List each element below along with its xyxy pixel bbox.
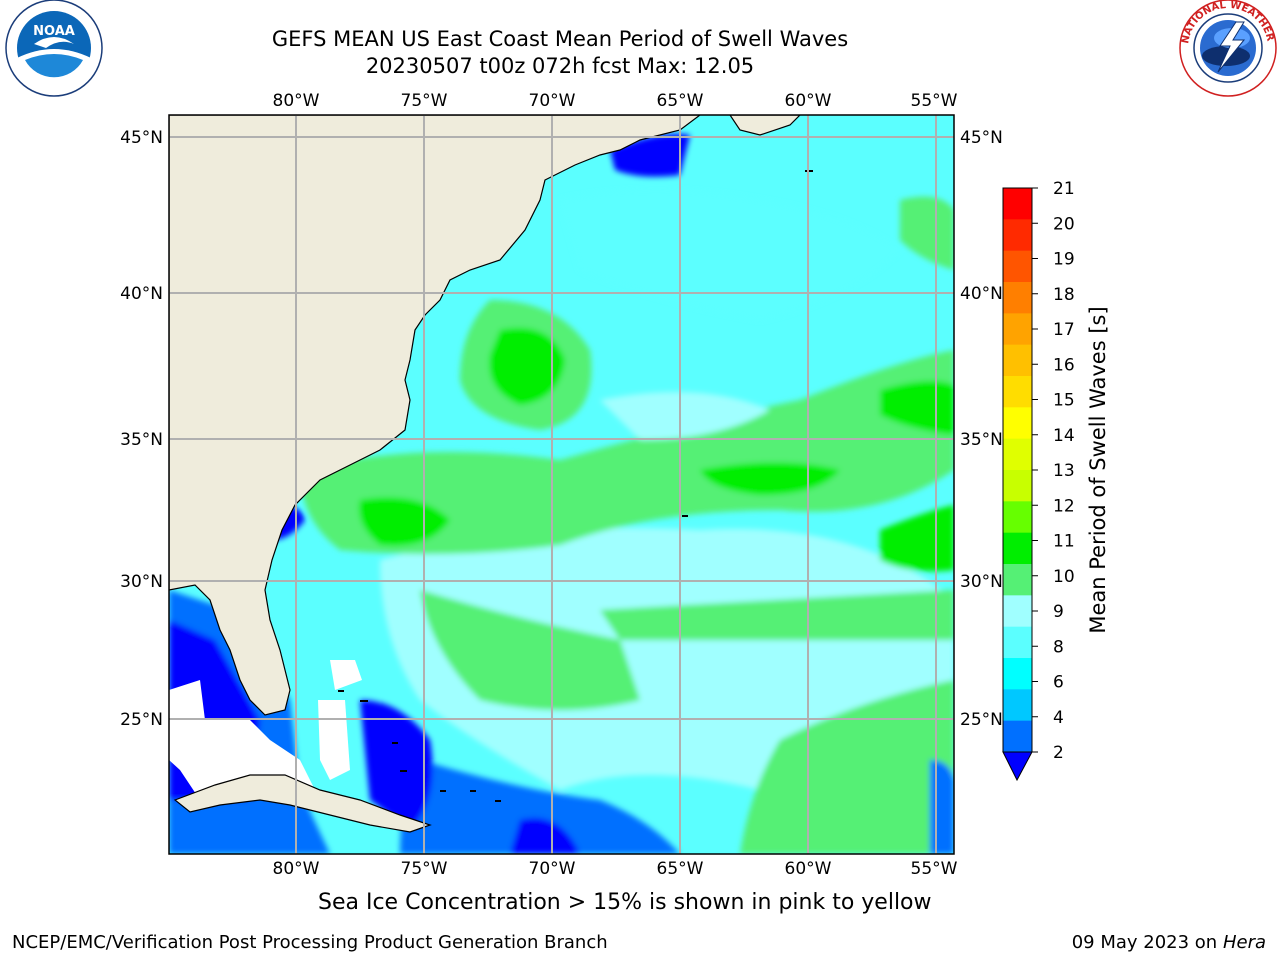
- colorbar-segment: [1003, 313, 1032, 346]
- lat-label: 40°N: [960, 284, 1003, 304]
- lon-label: 80°W: [273, 859, 320, 879]
- colorbar-segment: [1003, 658, 1032, 690]
- colorbar-title: Mean Period of Swell Waves [s]: [1086, 306, 1110, 633]
- colorbar-segment: [1003, 689, 1032, 722]
- lat-labels-right: 45°N 40°N 35°N 30°N 25°N: [960, 128, 1003, 730]
- colorbar-tick-label: 16: [1053, 355, 1075, 375]
- lat-label: 30°N: [960, 572, 1003, 592]
- sea-ice-note: Sea Ice Concentration > 15% is shown in …: [318, 890, 932, 915]
- nws-logo: NATIONAL WEATHER SERVICE: [0, 0, 1277, 97]
- lat-labels-left: 45°N 40°N 35°N 30°N 25°N: [120, 128, 163, 730]
- lat-label: 25°N: [120, 710, 163, 730]
- map-gridlines: [169, 115, 954, 854]
- colorbar-tick-label: 11: [1053, 532, 1075, 552]
- colorbar-tick-label: 13: [1053, 461, 1075, 481]
- lat-label: 30°N: [120, 572, 163, 592]
- colorbar-segment: [1003, 282, 1032, 314]
- colorbar-segment: [1003, 532, 1032, 565]
- colorbar-tick-label: 18: [1053, 285, 1075, 305]
- colorbar-segment: [1003, 376, 1032, 408]
- lat-label: 35°N: [120, 430, 163, 450]
- date-line: 09 May 2023 on Hera: [1072, 932, 1266, 953]
- lon-label: 70°W: [529, 91, 576, 111]
- colorbar-tick-label: 20: [1053, 214, 1075, 234]
- colorbar-segment: [1003, 407, 1032, 440]
- credit-line: NCEP/EMC/Verification Post Processing Pr…: [12, 932, 608, 953]
- host-name: Hera: [1222, 932, 1266, 953]
- lon-label: 55°W: [911, 859, 958, 879]
- colorbar-tick-label: 6: [1053, 673, 1064, 693]
- colorbar-tick-label: 15: [1053, 391, 1075, 411]
- lat-label: 40°N: [120, 284, 163, 304]
- svg-text:NATIONAL WEATHER SERVICE: NATIONAL WEATHER SERVICE: [0, 0, 1276, 45]
- colorbar-tick-label: 21: [1053, 179, 1075, 199]
- colorbar-segment: [1003, 564, 1032, 596]
- map-frame: [168, 114, 955, 855]
- colorbar-segment: [1003, 438, 1032, 471]
- lon-label: 80°W: [273, 91, 320, 111]
- colorbar-under-triangle: [1002, 751, 1033, 782]
- colorbar-segment: [1003, 219, 1032, 252]
- lon-label: 65°W: [657, 859, 704, 879]
- colorbar-segment: [1003, 626, 1032, 659]
- colorbar: 21 20 19 18 17 16 15 14 13 12 11 10 9 8 6 4 2 Mean Perio…: [1002, 179, 1110, 782]
- lat-label: 35°N: [960, 430, 1003, 450]
- lat-label: 25°N: [960, 710, 1003, 730]
- colorbar-tick-label: 12: [1053, 496, 1075, 516]
- lon-label: 65°W: [657, 91, 704, 111]
- chart-title: GEFS MEAN US East Coast Mean Period of S…: [271, 27, 849, 51]
- lon-label: 75°W: [401, 859, 448, 879]
- colorbar-segment: [1003, 344, 1032, 377]
- colorbar-tick-label: 19: [1053, 250, 1075, 270]
- lon-label: 70°W: [529, 859, 576, 879]
- noaa-logo: NOAA: [5, 0, 103, 97]
- colorbar-tick-label: 10: [1053, 567, 1075, 587]
- swell-period-field: [169, 115, 954, 854]
- lon-label: 60°W: [785, 859, 832, 879]
- colorbar-segment: [1003, 501, 1032, 534]
- lon-label: 75°W: [401, 91, 448, 111]
- lon-label: 60°W: [785, 91, 832, 111]
- colorbar-tick-label: 9: [1053, 602, 1064, 622]
- colorbar-segment: [1003, 188, 1032, 220]
- colorbar-segment: [1003, 470, 1032, 502]
- colorbar-segment: [1003, 595, 1032, 628]
- noaa-logo-text: NOAA: [33, 24, 75, 39]
- colorbar-tick-label: 2: [1053, 743, 1064, 763]
- lat-label: 45°N: [960, 128, 1003, 148]
- colorbar-tick-label: 17: [1053, 320, 1075, 340]
- lat-label: 45°N: [120, 128, 163, 148]
- chart-subtitle: 20230507 t00z 072h fcst Max: 12.05: [365, 54, 755, 78]
- lon-label: 55°W: [911, 91, 958, 111]
- lon-labels-bottom: 80°W 75°W 70°W 65°W 60°W 55°W: [273, 859, 958, 879]
- lon-labels-top: 80°W 75°W 70°W 65°W 60°W 55°W: [273, 91, 958, 111]
- nws-ring-text: NATIONAL WEATHER SERVICE: [0, 0, 1276, 45]
- colorbar-tick-label: 14: [1053, 426, 1075, 446]
- colorbar-tick-label: 8: [1053, 637, 1064, 657]
- colorbar-tick-label: 4: [1053, 708, 1064, 728]
- colorbar-segment: [1003, 250, 1032, 283]
- date-text: 09 May 2023 on: [1071, 932, 1218, 953]
- colorbar-segment: [1003, 720, 1032, 753]
